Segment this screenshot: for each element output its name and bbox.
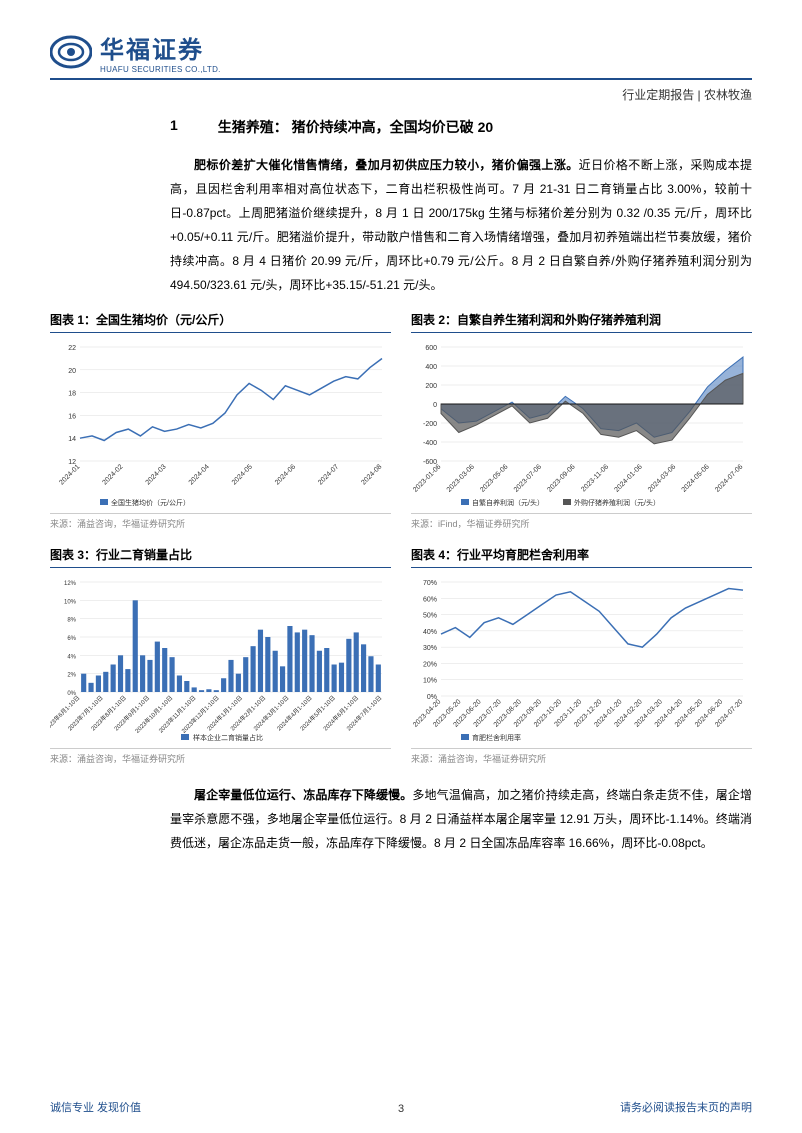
svg-text:2023-03-06: 2023-03-06 [446, 463, 476, 493]
svg-text:2024-04: 2024-04 [188, 463, 211, 486]
svg-text:2023-01-06: 2023-01-06 [412, 463, 442, 493]
svg-text:50%: 50% [423, 613, 437, 620]
chart-3-plot: 0%2%4%6%8%10%12%2023年6月1-10日2023年7月1-10日… [50, 574, 391, 744]
page-header: 华福证券 HUAFU SECURITIES CO.,LTD. [50, 30, 752, 80]
section-number: 1 [170, 117, 178, 137]
chart-3-container: 图表 3：行业二育销量占比 0%2%4%6%8%10%12%2023年6月1-1… [50, 546, 391, 765]
svg-text:60%: 60% [423, 596, 437, 603]
svg-text:2%: 2% [67, 673, 76, 679]
chart-2-title: 图表 2：自繁自养生猪利润和外购仔猪养殖利润 [411, 311, 752, 333]
svg-text:自繁自养利润（元/头）: 自繁自养利润（元/头） [472, 498, 544, 507]
company-name-en: HUAFU SECURITIES CO.,LTD. [100, 65, 221, 74]
svg-text:18: 18 [68, 391, 76, 398]
chart-4-container: 图表 4：行业平均育肥栏舍利用率 0%10%20%30%40%50%60%70%… [411, 546, 752, 765]
svg-text:600: 600 [425, 345, 437, 352]
section-heading: 1 生猪养殖： 猪价持续冲高，全国均价已破 20 [170, 117, 752, 137]
svg-text:2024-02: 2024-02 [101, 463, 124, 486]
svg-text:2024-03: 2024-03 [145, 463, 168, 486]
svg-text:-200: -200 [423, 421, 437, 428]
svg-text:10%: 10% [423, 678, 437, 685]
svg-text:200: 200 [425, 383, 437, 390]
svg-text:2024-03-06: 2024-03-06 [647, 463, 677, 493]
chart-1-plot: 1214161820222024-012024-022024-032024-04… [50, 339, 391, 509]
svg-text:2024-05-06: 2024-05-06 [681, 463, 711, 493]
svg-text:10%: 10% [64, 599, 77, 605]
svg-text:样本企业二育销量占比: 样本企业二育销量占比 [193, 733, 263, 742]
chart-3-title: 图表 3：行业二育销量占比 [50, 546, 391, 568]
svg-text:70%: 70% [423, 580, 437, 587]
svg-text:-400: -400 [423, 440, 437, 447]
svg-text:40%: 40% [423, 629, 437, 636]
svg-text:0: 0 [433, 402, 437, 409]
report-category: 行业定期报告 | 农林牧渔 [50, 86, 752, 103]
chart-2-source: 来源：iFind，华福证券研究所 [411, 513, 752, 530]
svg-text:全国生猪均价（元/公斤）: 全国生猪均价（元/公斤） [111, 498, 190, 507]
para1-lead: 肥标价差扩大催化惜售情绪，叠加月初供应压力较小，猪价偏强上涨。 [194, 158, 579, 172]
svg-text:16: 16 [68, 413, 76, 420]
svg-text:4%: 4% [67, 654, 76, 660]
svg-text:14: 14 [68, 436, 76, 443]
chart-1-container: 图表 1：全国生猪均价（元/公斤） 1214161820222024-01202… [50, 311, 391, 530]
paragraph-2: 屠企宰量低位运行、冻品库存下降缓慢。多地气温偏高，加之猪价持续走高，终端白条走货… [170, 783, 752, 855]
svg-text:育肥栏舍利用率: 育肥栏舍利用率 [472, 733, 521, 742]
svg-text:22: 22 [68, 345, 76, 352]
svg-text:12%: 12% [64, 581, 77, 587]
svg-text:20: 20 [68, 368, 76, 375]
svg-text:2024-07-06: 2024-07-06 [714, 463, 744, 493]
svg-text:2024-06: 2024-06 [274, 463, 297, 486]
svg-text:2024-01-06: 2024-01-06 [613, 463, 643, 493]
svg-text:400: 400 [425, 364, 437, 371]
svg-text:2023-05-06: 2023-05-06 [479, 463, 509, 493]
svg-text:外购仔猪养殖利润（元/头）: 外购仔猪养殖利润（元/头） [574, 498, 660, 507]
chart-3-source: 来源：涌益咨询，华福证券研究所 [50, 748, 391, 765]
chart-1-source: 来源：涌益咨询，华福证券研究所 [50, 513, 391, 530]
chart-2-plot: -600-400-20002004006002023-01-062023-03-… [411, 339, 752, 509]
svg-text:2024-07: 2024-07 [317, 463, 340, 486]
chart-2-container: 图表 2：自繁自养生猪利润和外购仔猪养殖利润 -600-400-20002004… [411, 311, 752, 530]
company-logo: 华福证券 HUAFU SECURITIES CO.,LTD. [50, 30, 221, 74]
svg-text:8%: 8% [67, 618, 76, 624]
page-number: 3 [0, 1103, 802, 1115]
svg-text:2024-05: 2024-05 [231, 463, 254, 486]
svg-text:2023-07-06: 2023-07-06 [513, 463, 543, 493]
svg-text:30%: 30% [423, 645, 437, 652]
chart-1-title: 图表 1：全国生猪均价（元/公斤） [50, 311, 391, 333]
svg-text:2024-01: 2024-01 [58, 463, 81, 486]
chart-4-title: 图表 4：行业平均育肥栏舍利用率 [411, 546, 752, 568]
chart-4-plot: 0%10%20%30%40%50%60%70%2023-04-202023-05… [411, 574, 752, 744]
chart-4-source: 来源：涌益咨询，华福证券研究所 [411, 748, 752, 765]
svg-text:2024-08: 2024-08 [360, 463, 383, 486]
company-name-cn: 华福证券 [100, 30, 221, 65]
para2-lead: 屠企宰量低位运行、冻品库存下降缓慢。 [194, 788, 412, 802]
logo-icon [50, 31, 92, 73]
svg-text:20%: 20% [423, 661, 437, 668]
para1-body: 近日价格不断上涨，采购成本提高，且因栏舍利用率相对高位状态下，二育出栏积极性尚可… [170, 158, 752, 292]
svg-text:6%: 6% [67, 636, 76, 642]
section-title-text: 生猪养殖： 猪价持续冲高，全国均价已破 20 [218, 117, 493, 137]
svg-text:2023-11-06: 2023-11-06 [580, 463, 610, 493]
paragraph-1: 肥标价差扩大催化惜售情绪，叠加月初供应压力较小，猪价偏强上涨。近日价格不断上涨，… [170, 153, 752, 297]
svg-text:2023-09-06: 2023-09-06 [546, 463, 576, 493]
